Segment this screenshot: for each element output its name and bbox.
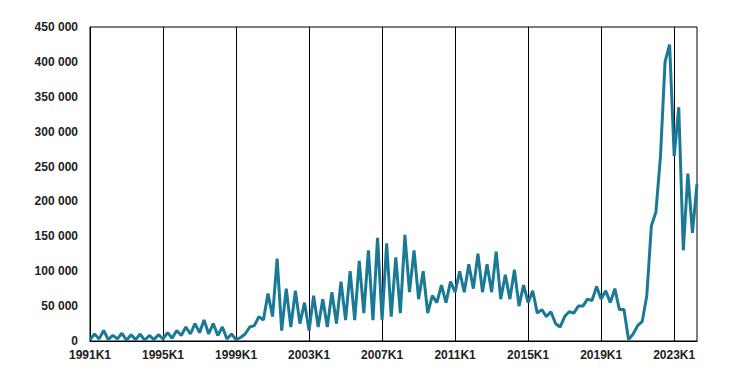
svg-text:100 000: 100 000	[35, 264, 79, 278]
svg-text:1995K1: 1995K1	[142, 348, 184, 362]
svg-text:250 000: 250 000	[35, 160, 79, 174]
svg-text:200 000: 200 000	[35, 194, 79, 208]
svg-text:150 000: 150 000	[35, 229, 79, 243]
svg-text:0: 0	[71, 334, 78, 348]
svg-text:400 000: 400 000	[35, 55, 79, 69]
svg-text:1991K1: 1991K1	[69, 348, 111, 362]
svg-text:300 000: 300 000	[35, 125, 79, 139]
svg-text:350 000: 350 000	[35, 90, 79, 104]
svg-text:2015K1: 2015K1	[507, 348, 549, 362]
svg-text:50 000: 50 000	[41, 299, 78, 313]
svg-text:1999K1: 1999K1	[215, 348, 257, 362]
svg-text:2011K1: 2011K1	[434, 348, 476, 362]
svg-text:2007K1: 2007K1	[361, 348, 403, 362]
svg-text:2003K1: 2003K1	[288, 348, 330, 362]
svg-text:2019K1: 2019K1	[580, 348, 622, 362]
svg-text:2023K1: 2023K1	[653, 348, 695, 362]
svg-text:450 000: 450 000	[35, 20, 79, 34]
